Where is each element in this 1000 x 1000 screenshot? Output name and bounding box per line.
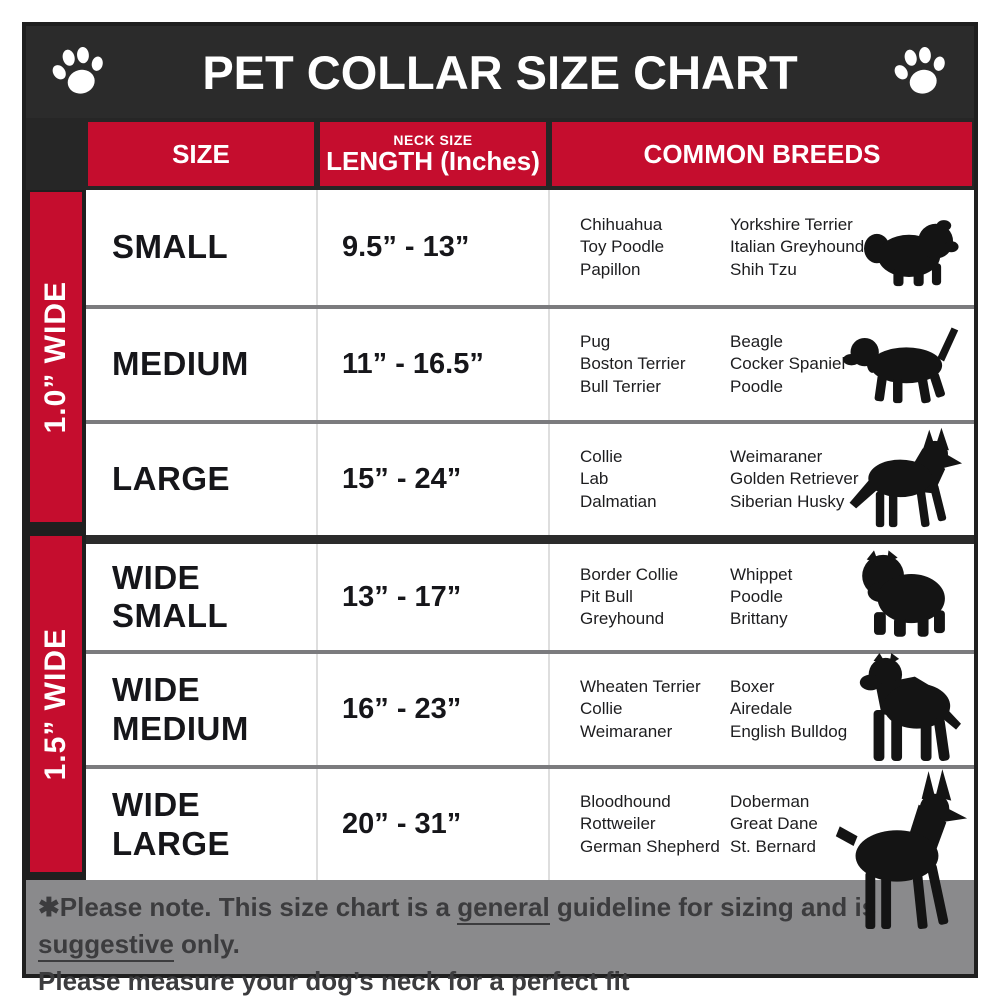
table-body: 1.0” WIDE 1.5” WIDE SMALL 9.5” - 13” Chi… [26,190,974,929]
underlined-word: suggestive [38,928,174,962]
column-header-neck-size: NECK SIZE LENGTH (Inches) [320,122,546,186]
size-label: WIDE SMALL [112,558,229,634]
asterisk-glyph: ✱ [38,892,60,922]
size-chart-poster: PET COLLAR SIZE CHART SIZE NECK SIZE LEN… [22,22,978,996]
beagle-silhouette-icon [842,327,959,404]
breeds-cell: Border Collie Pit Bull Greyhound Whippet… [548,544,974,650]
column-header-neck-main: LENGTH (Inches) [326,146,540,176]
paw-icon [52,46,103,94]
breed-list: Weimaraner Golden Retriever Siberian Hus… [730,447,859,511]
table-row-medium: MEDIUM 11” - 16.5” Pug Boston Terrier Bu… [86,305,974,420]
table-header-row: SIZE NECK SIZE LENGTH (Inches) COMMON BR… [26,118,974,190]
neck-length: 16” - 23” [316,654,548,765]
table-row-wide-medium: WIDE MEDIUM 16” - 23” Wheaten Terrier Co… [86,650,974,765]
bulldog-silhouette-icon [862,550,945,637]
breed-list: Yorkshire Terrier Italian Greyhound Shih… [730,215,865,279]
group-label-1-inch-wide: 1.0” WIDE [30,192,82,522]
paw-icon [894,46,945,94]
german-shepherd-silhouette-icon [849,427,963,528]
table-row-large: LARGE 15” - 24” Collie Lab Dalmatian Wei… [86,420,974,535]
doberman-silhouette-icon [835,769,968,929]
breed-list: Whippet Poodle Brittany [730,564,793,629]
size-label: MEDIUM [112,345,249,383]
page-title: PET COLLAR SIZE CHART [202,45,798,99]
neck-length: 20” - 31” [316,769,548,880]
underlined-word: general [457,892,550,925]
breed-list: Border Collie Pit Bull Greyhound [580,564,679,629]
size-label: WIDE MEDIUM [112,671,249,747]
neck-length: 9.5” - 13” [316,190,548,305]
table-row-wide-large: WIDE LARGE 20” - 31” Bloodhound Rottweil… [86,765,974,929]
breeds-cell: Bloodhound Rottweiler German Shepherd Do… [548,769,974,929]
title-bar: PET COLLAR SIZE CHART [26,26,974,118]
breed-list: Pug Boston Terrier Bull Terrier [580,332,686,396]
group-label-1-5-inch-wide: 1.5” WIDE [30,536,82,872]
breed-list: Collie Lab Dalmatian [580,447,657,511]
breeds-cell: Collie Lab Dalmatian Weimaraner Golden R… [548,424,974,535]
breed-list: Wheaten Terrier Collie Weimaraner [580,677,701,741]
table-row-wide-small: WIDE SMALL 13” - 17” Border Collie Pit B… [86,535,974,650]
footnote-line-2: Please measure your dog’s neck for a per… [38,965,630,996]
breeds-cell: Pug Boston Terrier Bull Terrier Beagle C… [548,309,974,420]
size-label: WIDE LARGE [112,786,230,862]
breed-list: Boxer Airedale English Bulldog [730,677,848,741]
collar-width-column: 1.0” WIDE 1.5” WIDE [26,190,86,880]
column-header-neck-sub: NECK SIZE [393,132,473,148]
size-label: SMALL [112,228,229,266]
breed-list: Bloodhound Rottweiler German Shepherd [580,792,720,856]
column-header-size: SIZE [88,122,314,186]
breeds-cell: Wheaten Terrier Collie Weimaraner Boxer … [548,653,974,765]
column-header-common-breeds: COMMON BREEDS [552,122,972,186]
table-row-small: SMALL 9.5” - 13” Chihuahua Toy Poodle Pa… [86,190,974,305]
shih-tzu-silhouette-icon [864,220,959,287]
pit-bull-silhouette-icon [859,653,961,762]
breed-list: Chihuahua Toy Poodle Papillon [580,215,665,279]
neck-length: 13” - 17” [316,544,548,650]
breeds-cell: Chihuahua Toy Poodle Papillon Yorkshire … [548,190,974,305]
breed-list: Beagle Cocker Spaniel Poodle [730,332,846,396]
neck-length: 11” - 16.5” [316,309,548,420]
breed-list: Doberman Great Dane St. Bernard [730,792,818,856]
footnote-line-1: ✱Please note. This size chart is a gener… [38,889,962,963]
neck-length: 15” - 24” [316,424,548,535]
footnote: ✱Please note. This size chart is a gener… [26,880,974,996]
size-label: LARGE [112,460,230,498]
